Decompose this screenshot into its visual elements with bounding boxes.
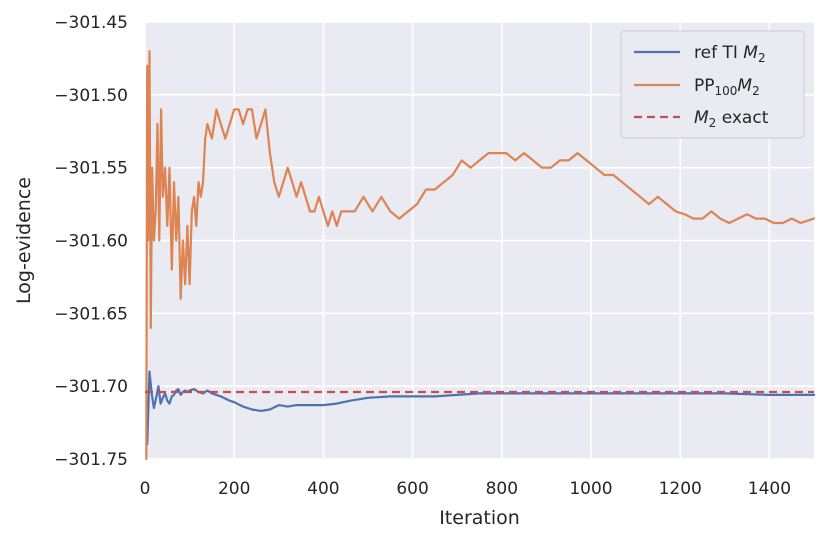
legend-label-2: M2 exact bbox=[694, 108, 769, 130]
y-tick-label: −301.70 bbox=[54, 377, 128, 397]
legend-label-1: PP100M2 bbox=[694, 76, 760, 98]
y-tick-label: −301.65 bbox=[54, 304, 128, 324]
x-tick-label: 0 bbox=[140, 479, 151, 499]
y-tick-label: −301.75 bbox=[54, 450, 128, 470]
y-tick-label: −301.55 bbox=[54, 159, 128, 179]
series-layer bbox=[145, 49, 816, 461]
x-tick-label: 800 bbox=[486, 479, 518, 499]
x-tick-label: 1200 bbox=[659, 479, 702, 499]
y-tick-label: −301.45 bbox=[54, 13, 128, 33]
y-tick-label: −301.60 bbox=[54, 232, 128, 252]
x-axis-label: Iteration bbox=[439, 507, 520, 529]
x-tick-label: 1000 bbox=[569, 479, 612, 499]
legend: ref TI M2 PP100M2 M2 exact bbox=[620, 30, 805, 139]
series-line-0 bbox=[146, 370, 816, 446]
y-tick-label: −301.50 bbox=[54, 86, 128, 106]
legend-label-0: ref TI M2 bbox=[694, 43, 766, 65]
x-tick-label: 200 bbox=[218, 479, 250, 499]
series-line-1 bbox=[145, 49, 816, 461]
y-axis-label: Log-evidence bbox=[13, 177, 35, 304]
legend-box bbox=[620, 30, 805, 139]
x-tick-label: 600 bbox=[396, 479, 428, 499]
x-tick-label: 400 bbox=[307, 479, 339, 499]
y-axis-ticks: −301.75 −301.70 −301.65 −301.60 −301.55 −301.… bbox=[54, 13, 128, 470]
x-tick-label: 1400 bbox=[748, 479, 791, 499]
x-axis-ticks: 0 200 400 600 800 1000 1200 1400 bbox=[140, 479, 791, 499]
